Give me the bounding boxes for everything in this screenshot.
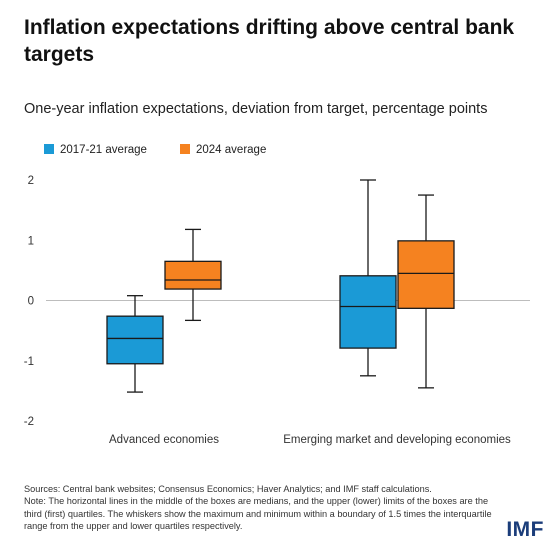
- legend-label-2017-21: 2017-21 average: [60, 144, 147, 156]
- box-s2024-g0: [164, 260, 222, 290]
- y-tick-label: -1: [24, 356, 34, 368]
- x-category-label: Emerging market and developing economies: [283, 434, 511, 446]
- imf-logo: IMF: [506, 518, 544, 541]
- x-category-label: Advanced economies: [109, 434, 219, 446]
- footnotes: Sources: Central bank websites; Consensu…: [24, 483, 494, 533]
- legend-swatch-2017-21: [44, 144, 54, 154]
- legend-swatch-2024: [180, 144, 190, 154]
- y-tick-label: 1: [28, 235, 34, 247]
- chart-title: Inflation expectations drifting above ce…: [24, 16, 515, 66]
- box-plot-chart: 2 1 0 -1 -2 Advanced economies Emerging market…: [24, 175, 530, 446]
- legend-label-2024: 2024 average: [196, 144, 267, 156]
- y-tick-label: -2: [24, 416, 34, 428]
- legend-item-2024: 2024 average: [180, 144, 266, 156]
- explanatory-note: Note: The horizontal lines in the middle…: [24, 496, 492, 532]
- box-s2024-g1: [397, 240, 455, 309]
- chart-subtitle: One-year inflation expectations, deviati…: [24, 101, 488, 117]
- box-s2017-21-g1: [339, 275, 397, 349]
- legend-item-2017-21: 2017-21 average: [44, 144, 147, 156]
- y-tick-label: 0: [28, 296, 34, 308]
- box-s2017-21-g0: [106, 315, 164, 365]
- y-tick-label: 2: [28, 175, 34, 187]
- sources-note: Sources: Central bank websites; Consensu…: [24, 484, 432, 494]
